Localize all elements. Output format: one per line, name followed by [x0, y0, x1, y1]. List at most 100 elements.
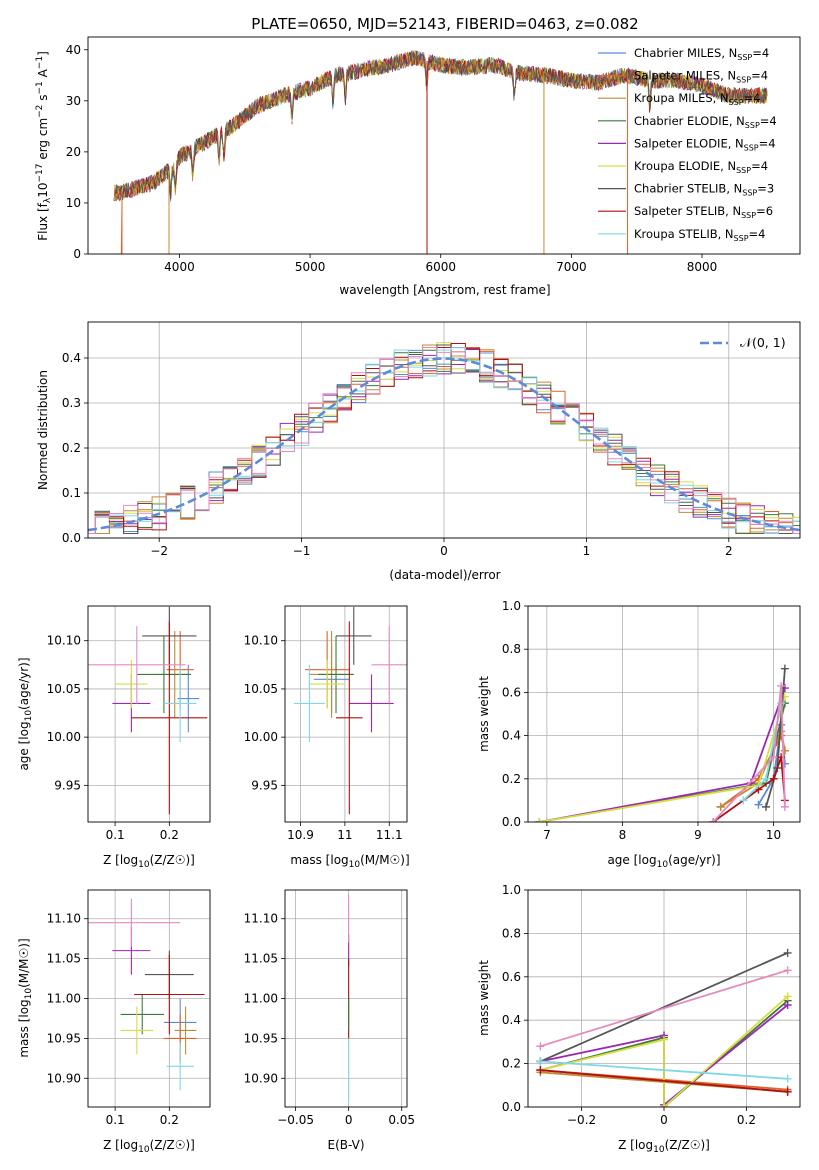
series-marker — [536, 1066, 545, 1075]
axis-label-part: mass [log — [17, 999, 31, 1057]
y-axis-label-sup: −17 — [35, 164, 45, 183]
series-line — [540, 995, 789, 1107]
legend-value: =4 — [751, 69, 768, 83]
axis-label-part: (age/yr)] — [17, 657, 31, 709]
legend: 𝒩(0, 1) — [700, 335, 786, 350]
axes-mass-weight-vs-Z: −0.2 0 0.2 0.0 0.2 0.4 0.6 0.8 1.0 Z [log10(Z/Z☉)… — [477, 883, 801, 1155]
plot-area — [88, 606, 208, 815]
y-axis-label-sup: −1 — [35, 56, 45, 69]
x-tick-label: 8000 — [687, 260, 718, 274]
figure-title: PLATE=0650, MJD=52143, FIBERID=0463, z=0… — [251, 15, 638, 33]
x-tick-label: −0.2 — [567, 1113, 596, 1127]
y-tick-label: 9.95 — [54, 778, 81, 792]
legend-text: Kroupa STELIB, N — [634, 227, 734, 241]
errorbar-point — [177, 664, 200, 733]
plot-area — [113, 49, 768, 254]
y-tick-label: 0.6 — [502, 685, 521, 699]
axis-label-part: (Z/Z☉)] — [665, 1138, 710, 1152]
y-tick-label: 11.10 — [244, 912, 278, 926]
y-tick-label: 10.90 — [47, 1071, 81, 1085]
x-axis-label: wavelength [Angstrom, rest frame] — [339, 283, 550, 297]
y-tick-label: 0.4 — [502, 1013, 521, 1027]
y-tick-label: 0.1 — [62, 486, 81, 500]
errorbar-point — [136, 635, 192, 714]
legend-value: =6 — [756, 204, 773, 218]
legend-sub: SSP — [744, 143, 759, 152]
series-marker — [769, 753, 778, 762]
x-tick-label: 10.9 — [287, 828, 314, 842]
axis-label: Z [log10(Z/Z☉)] — [103, 853, 195, 870]
errorbar-point — [371, 626, 407, 704]
x-tick-label: 6000 — [425, 260, 456, 274]
axis-label-part: mass [log — [290, 853, 348, 867]
y-tick-label: 10.10 — [47, 634, 81, 648]
series-marker — [783, 992, 792, 1001]
y-tick-label: 40 — [66, 43, 81, 57]
errorbar-point — [88, 898, 181, 947]
y-tick-label: 0.0 — [62, 531, 81, 545]
legend-text: Salpeter MILES, N — [634, 69, 736, 83]
y-tick-label: 10.90 — [244, 1071, 278, 1085]
x-tick-label: 11.1 — [376, 828, 403, 842]
y-axis-label-sub: λ — [43, 197, 53, 203]
axis-label-part: age [log — [17, 721, 31, 770]
x-tick-label: −0.05 — [277, 1113, 314, 1127]
y-tick-label: 0 — [73, 247, 81, 261]
y-tick-label: 0.2 — [502, 772, 521, 786]
errorbar-point — [163, 664, 197, 742]
errorbar-point — [166, 1042, 194, 1091]
series-pink — [536, 966, 792, 1051]
series-marker — [783, 948, 792, 957]
errorbar-point — [349, 674, 394, 733]
legend-text: Kroupa MILES, N — [634, 91, 729, 105]
x-tick-label: 5000 — [295, 260, 326, 274]
x-tick-label: 4000 — [164, 260, 195, 274]
axis-label-part: (M/M☉)] — [17, 938, 31, 988]
y-tick-label: 0.0 — [502, 815, 521, 829]
y-tick-label: 9.95 — [251, 778, 278, 792]
axis-label-part: (age/yr)] — [668, 853, 720, 867]
errorbar-point — [131, 621, 208, 815]
axes-residuals: −2 −1 0 1 2 0.0 0.1 0.2 0.3 0.4 (data-model)/error… — [36, 321, 801, 582]
axis-label-sub: 10 — [657, 860, 669, 870]
y-tick-label: 10.05 — [244, 682, 278, 696]
series-marker — [754, 800, 763, 809]
plot-area — [88, 898, 205, 1091]
plot-layer: 4000 5000 6000 7000 8000010203040wavelength … — [17, 36, 801, 1155]
spectrum-line — [114, 50, 768, 202]
axis-label: mass [log10(M/M☉)] — [17, 938, 34, 1057]
series-chabrier-elodie — [535, 699, 789, 822]
legend-value: =3 — [757, 182, 774, 196]
legend-sub: SSP — [729, 98, 744, 107]
x-tick-label: 0 — [440, 544, 448, 558]
series-pink — [709, 681, 789, 822]
y-axis-label-part: ] — [36, 51, 50, 56]
y-axis-label: mass weight — [477, 676, 491, 752]
series-marker — [535, 818, 544, 822]
x-tick-label: 0.1 — [106, 828, 125, 842]
y-axis-label-part: erg cm — [36, 118, 50, 164]
y-axis-label: mass weight — [477, 960, 491, 1036]
errorbar-point — [318, 635, 354, 714]
y-tick-label: 1.0 — [502, 599, 521, 613]
y-tick-label: 11.05 — [244, 952, 278, 966]
axis-label: Z [log10(Z/Z☉)] — [618, 1138, 710, 1155]
legend-value: =4 — [744, 91, 761, 105]
x-tick-label: 0.2 — [737, 1113, 756, 1127]
axes-frame — [527, 605, 801, 823]
legend-sub: SSP — [745, 121, 760, 130]
errorbar-point — [336, 621, 363, 815]
errorbar-point — [120, 1006, 154, 1055]
legend-text: Kroupa ELODIE, N — [634, 159, 736, 173]
series-marker — [777, 681, 786, 690]
legend-entry: Salpeter ELODIE, NSSP=4 — [634, 136, 776, 152]
y-axis-label: Normed distribution — [36, 370, 50, 490]
series-line — [539, 696, 786, 822]
legend-value: =4 — [759, 136, 776, 150]
errorbar-point — [120, 994, 164, 1035]
axis-label: age [log10(age/yr)] — [17, 657, 34, 770]
errorbar-point — [336, 606, 372, 665]
series-marker — [783, 1074, 792, 1083]
